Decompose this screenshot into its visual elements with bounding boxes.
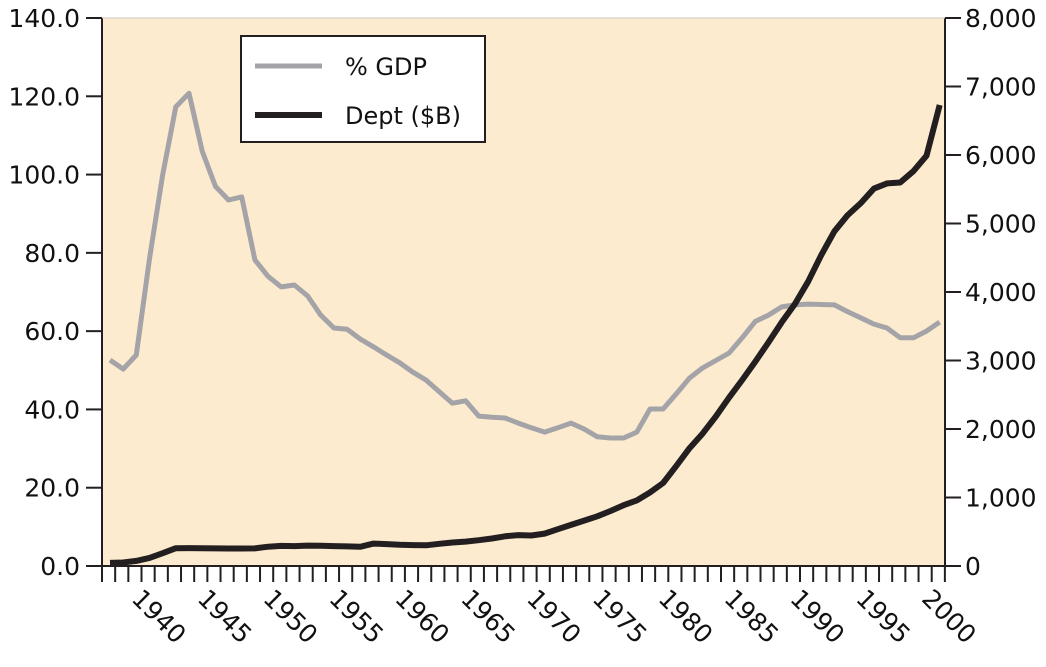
left-tick-label: 100.0 (8, 161, 80, 190)
left-tick-label: 140.0 (8, 4, 80, 33)
series-layer (108, 90, 943, 566)
left-tick-label: 120.0 (8, 82, 80, 111)
x-tick-label: 1970 (521, 584, 586, 649)
x-tick-label: 1965 (455, 584, 520, 649)
x-tick-label: 1990 (785, 584, 850, 649)
legend: % GDP Dept ($B) (240, 35, 486, 143)
right-tick-label: 0 (965, 552, 981, 581)
legend-box (240, 35, 486, 143)
x-tick-label: 1975 (587, 584, 652, 649)
right-tick-label: 6,000 (965, 141, 1037, 170)
x-tick-label: 1950 (258, 584, 323, 649)
x-tick-label: 1940 (126, 584, 191, 649)
x-tick-label: 1995 (850, 584, 915, 649)
right-tick-label: 3,000 (965, 347, 1037, 376)
x-tick-label: 1980 (653, 584, 718, 649)
series-line-gdp (108, 90, 942, 441)
left-tick-label: 20.0 (24, 474, 80, 503)
legend-label-debt: Dept ($B) (345, 102, 461, 130)
left-tick-label: 0.0 (40, 552, 80, 581)
x-tick-label: 2000 (916, 584, 981, 649)
left-tick-label: 60.0 (24, 317, 80, 346)
right-tick-label: 1,000 (965, 484, 1037, 513)
right-tick-label: 5,000 (965, 210, 1037, 239)
right-tick-label: 2,000 (965, 415, 1037, 444)
right-tick-label: 4,000 (965, 278, 1037, 307)
x-tick-label: 1945 (192, 584, 257, 649)
right-tick-label: 8,000 (965, 4, 1037, 33)
legend-label-gdp: % GDP (345, 53, 427, 81)
x-tick-label: 1955 (324, 584, 389, 649)
left-tick-label: 40.0 (24, 395, 80, 424)
x-tick-label: 1985 (719, 584, 784, 649)
right-tick-label: 7,000 (965, 73, 1037, 102)
series-line-debt (109, 104, 943, 566)
plot-background (102, 18, 945, 566)
left-tick-label: 80.0 (24, 239, 80, 268)
x-tick-label: 1960 (389, 584, 454, 649)
